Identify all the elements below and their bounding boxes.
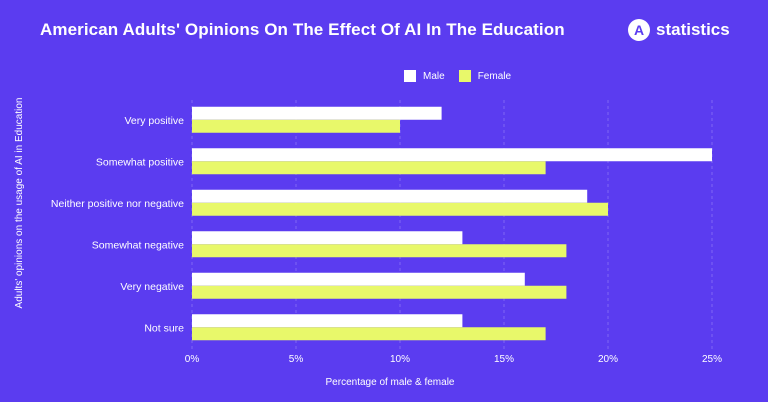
legend-label-female: Female [477, 70, 512, 82]
brand-logo-icon: A [628, 19, 650, 41]
x-tick-label: 20% [598, 354, 618, 365]
bar-female [192, 119, 400, 133]
bar-male [192, 272, 525, 286]
bar-male [192, 148, 712, 162]
x-tick-label: 5% [289, 354, 304, 365]
bar-male [192, 106, 442, 120]
category-label: Very positive [124, 115, 184, 127]
brand: A statistics [628, 19, 730, 41]
category-label: Not sure [144, 322, 184, 334]
brand-name: statistics [656, 20, 730, 39]
legend: Male Female [404, 70, 525, 82]
category-label: Somewhat negative [92, 239, 184, 251]
category-label: Neither positive nor negative [51, 198, 184, 210]
bar-female [192, 161, 546, 175]
legend-label-male: Male [423, 70, 445, 82]
bar-female [192, 202, 608, 216]
category-label: Somewhat positive [96, 156, 184, 168]
x-tick-label: 0% [185, 354, 200, 365]
bar-female [192, 327, 546, 341]
bar-female [192, 285, 567, 299]
bar-male [192, 189, 588, 203]
bar-male [192, 231, 463, 245]
x-tick-label: 25% [702, 354, 722, 365]
legend-swatch-female [458, 70, 471, 82]
legend-item-male: Male [404, 70, 445, 82]
bar-male [192, 314, 463, 328]
legend-item-female: Female [458, 70, 512, 82]
x-tick-label: 10% [390, 354, 410, 365]
chart-title: American Adults' Opinions On The Effect … [40, 20, 565, 39]
bar-female [192, 244, 567, 258]
legend-swatch-male [404, 70, 416, 82]
y-axis-title: Adults' opinions on the usage of AI in E… [14, 98, 25, 309]
x-axis-title: Percentage of male & female [326, 377, 455, 388]
category-label: Very negative [120, 281, 184, 293]
x-tick-label: 15% [494, 354, 514, 365]
